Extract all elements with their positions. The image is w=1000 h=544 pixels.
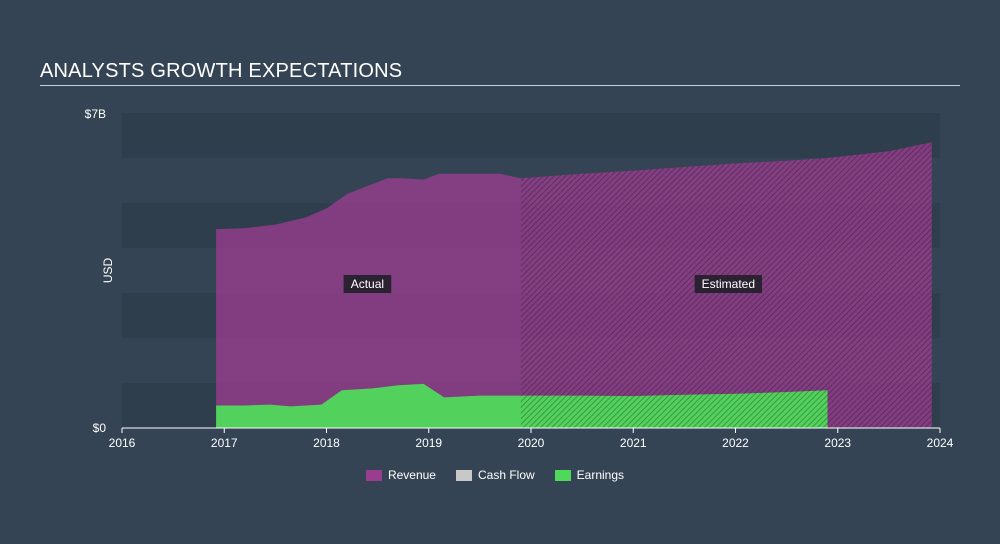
x-tick-label: 2024	[927, 436, 954, 450]
title-divider	[40, 85, 960, 86]
estimated-label: Estimated	[694, 275, 763, 293]
legend-label-earnings: Earnings	[576, 468, 625, 482]
earnings-area-estimated-hatch	[520, 390, 828, 428]
legend-label-cash-flow: Cash Flow	[477, 468, 535, 482]
x-tick-label: 2016	[109, 436, 136, 450]
legend-swatch-cash-flow	[455, 469, 472, 481]
x-axis: 2016 2017 2018 2019 2020 2021 2022 2023 2024	[109, 427, 954, 450]
legend-item-earnings[interactable]: Earnings	[554, 468, 625, 482]
actual-label: Actual	[343, 275, 392, 293]
legend-item-cash-flow[interactable]: Cash Flow	[455, 468, 535, 482]
x-tick-label: 2022	[722, 436, 749, 450]
y-tick-label-max: $7B	[85, 107, 106, 121]
x-tick-label: 2018	[313, 436, 340, 450]
x-tick-label: 2023	[824, 436, 851, 450]
grid-band	[122, 113, 940, 158]
actual-label-bg	[343, 275, 392, 293]
chart-labels: $0 $7B USD Actual Estimated	[85, 107, 763, 435]
y-tick-label-min: $0	[93, 421, 107, 435]
actual-label-text: Actual	[351, 277, 384, 291]
estimated-label-text: Estimated	[702, 277, 755, 291]
legend-swatch-earnings	[554, 469, 571, 481]
legend-label-revenue: Revenue	[387, 468, 436, 482]
x-tick-label: 2017	[211, 436, 238, 450]
y-axis-label: USD	[101, 258, 115, 284]
legend: Revenue Cash Flow Earnings	[0, 468, 990, 482]
x-tick-label: 2021	[620, 436, 647, 450]
legend-item-revenue[interactable]: Revenue	[365, 468, 436, 482]
page-title: ANALYSTS GROWTH EXPECTATIONS	[40, 60, 403, 82]
x-tick-label: 2020	[518, 436, 545, 450]
estimated-label-bg	[694, 275, 763, 293]
x-tick-label: 2019	[415, 436, 442, 450]
legend-swatch-revenue	[365, 469, 382, 481]
